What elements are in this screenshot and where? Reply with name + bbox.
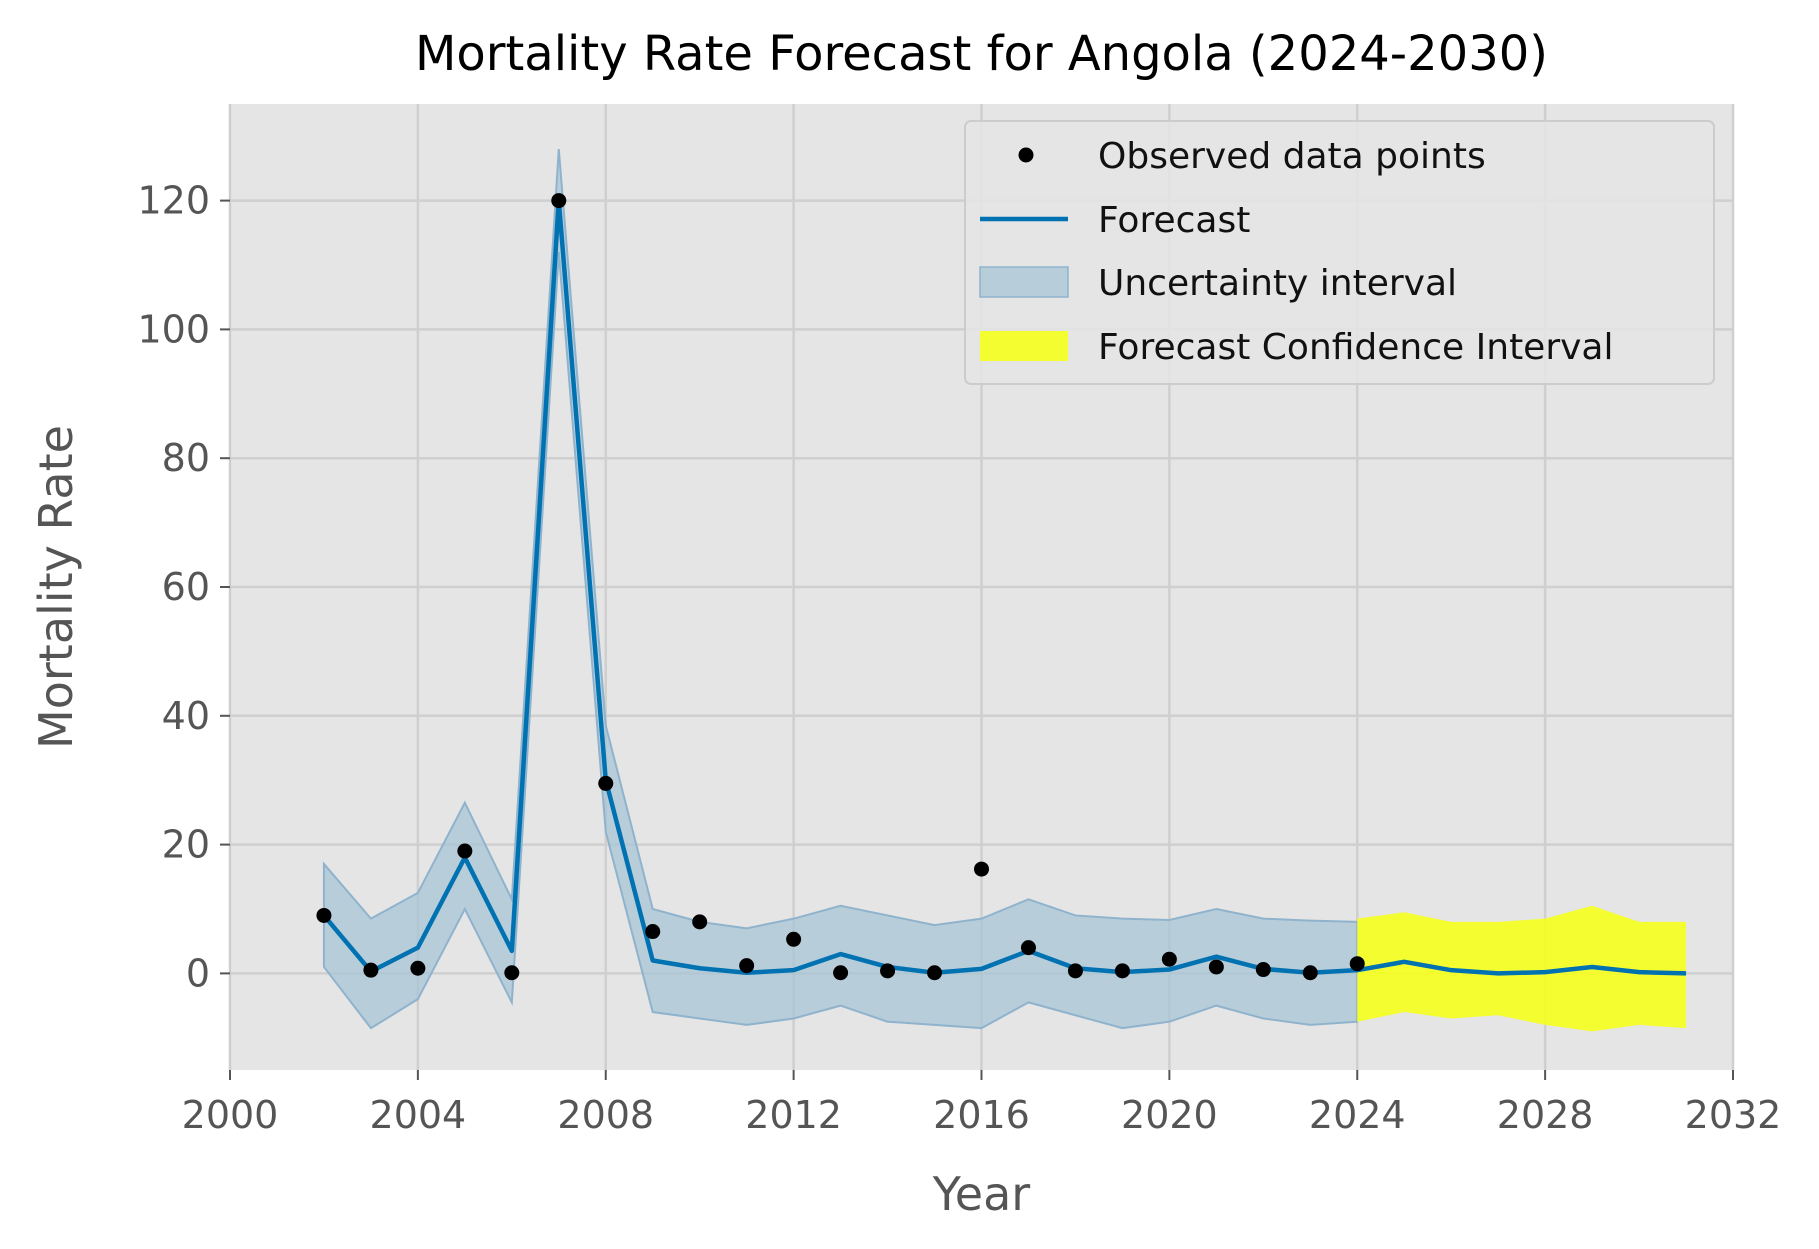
legend-confidence-label: Forecast Confidence Interval (1098, 327, 1614, 368)
interval-fills (322, 148, 1687, 1032)
observed-point (1208, 959, 1224, 975)
x-tick-label: 2012 (745, 1093, 842, 1137)
observed-points (316, 193, 1365, 981)
observed-point (363, 962, 379, 978)
observed-point (1161, 951, 1177, 967)
y-tick-label: 20 (162, 823, 210, 867)
forecast-line (322, 198, 1687, 976)
observed-point (551, 193, 567, 209)
legend-uncertainty-label: Uncertainty interval (1098, 263, 1457, 304)
observed-point (410, 960, 426, 976)
observed-point (880, 963, 896, 979)
y-tick-label: 80 (162, 436, 210, 480)
confidence-band (1357, 905, 1687, 1032)
observed-point (786, 931, 802, 947)
y-tick-label: 0 (186, 951, 210, 995)
observed-point (598, 775, 614, 791)
y-tick-label: 40 (162, 694, 210, 738)
y-tick-label: 60 (162, 565, 210, 609)
observed-point (316, 907, 332, 923)
observed-point (1020, 940, 1036, 956)
observed-point (1067, 963, 1083, 979)
observed-point (974, 861, 989, 877)
legend-uncertainty-symbol (979, 266, 1069, 298)
x-axis-label: Year (932, 1167, 1030, 1221)
observed-point (739, 958, 755, 974)
y-axis-label: Mortality Rate (29, 425, 83, 749)
legend-confidence-symbol (980, 331, 1068, 361)
x-tick-label: 2032 (1685, 1093, 1782, 1137)
observed-point (504, 965, 520, 981)
observed-point (1349, 956, 1365, 972)
chart-title: Mortality Rate Forecast for Angola (2024… (415, 26, 1548, 82)
x-tick-label: 2028 (1497, 1093, 1594, 1137)
x-tick-label: 2000 (182, 1093, 279, 1137)
forecast-lines (322, 198, 1687, 976)
x-tick-label: 2016 (933, 1093, 1030, 1137)
x-tick-label: 2020 (1121, 1093, 1218, 1137)
legend-forecast-label: Forecast (1098, 200, 1250, 241)
observed-point (457, 843, 473, 859)
legend-observed-symbol (1018, 147, 1034, 163)
legend-box (964, 120, 1715, 385)
observed-point (645, 924, 661, 940)
observed-point (927, 965, 943, 981)
legend: Observed data points Forecast Uncertaint… (964, 120, 1715, 385)
observed-point (1255, 962, 1271, 978)
x-tick-label: 2004 (370, 1093, 467, 1137)
observed-point (692, 914, 708, 930)
axis-ticks: 2000 2004 2008 2012 2016 2020 2024 2028 2032 0 20 4… (137, 179, 1781, 1137)
y-tick-label: 120 (137, 179, 210, 223)
observed-point (1302, 965, 1318, 981)
y-tick-label: 100 (137, 307, 210, 351)
observed-point (1114, 963, 1130, 979)
x-tick-label: 2008 (557, 1093, 654, 1137)
legend-observed-label: Observed data points (1098, 136, 1486, 177)
observed-point (833, 965, 849, 981)
x-tick-label: 2024 (1309, 1093, 1406, 1137)
